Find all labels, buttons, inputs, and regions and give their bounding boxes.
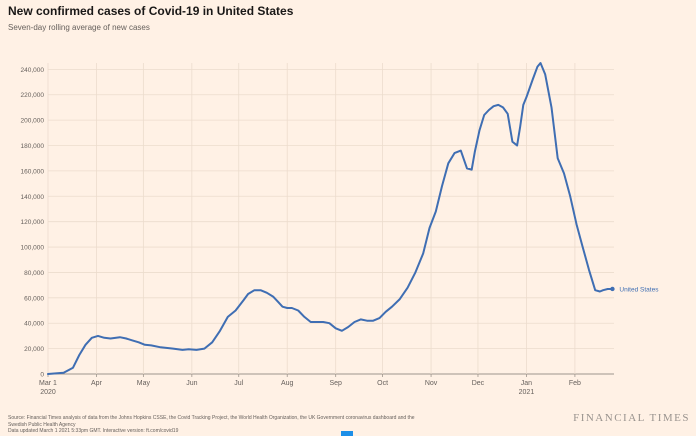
x-tick-label: Jul bbox=[234, 380, 243, 387]
source-line-3: Data updated March 1 2021 5:33pm GMT. In… bbox=[8, 428, 179, 434]
y-tick-label: 0 bbox=[40, 372, 44, 379]
source-line-1: Source: Financial Times analysis of data… bbox=[8, 415, 415, 421]
x-tick-label: May bbox=[137, 380, 151, 387]
x-axis-ticks: Mar 1 2020 Apr May Jun Jul Aug Sep Oct Nov Dec Jan 2… bbox=[39, 374, 581, 396]
y-tick-label: 120,000 bbox=[21, 219, 45, 226]
x-tick-sublabel: 2021 bbox=[519, 389, 535, 396]
y-tick-label: 80,000 bbox=[24, 270, 44, 277]
x-tick-label: Sep bbox=[329, 380, 342, 387]
x-tick-label: Feb bbox=[569, 380, 581, 387]
series-label: United States bbox=[619, 286, 659, 293]
chart-subtitle: Seven-day rolling average of new cases bbox=[8, 23, 150, 32]
source-note: Source: Financial Times analysis of data… bbox=[8, 415, 568, 435]
x-tick-label: Mar 1 bbox=[39, 380, 57, 387]
financial-times-logo: FINANCIAL TIMES bbox=[573, 412, 690, 424]
x-tick-label: Nov bbox=[425, 380, 438, 387]
source-line-2: Swedish Public Health Agency bbox=[8, 421, 76, 428]
y-tick-label: 140,000 bbox=[21, 194, 45, 201]
y-axis-ticks: 0 20,000 40,000 60,000 80,000 100,000 120,000 1… bbox=[21, 67, 45, 379]
x-tick-sublabel: 2020 bbox=[40, 389, 56, 396]
series-layer: United States bbox=[47, 62, 659, 375]
y-tick-label: 160,000 bbox=[21, 168, 45, 175]
y-tick-label: 200,000 bbox=[21, 118, 45, 125]
x-tick-label: Oct bbox=[377, 380, 388, 387]
series-line-united-states bbox=[47, 62, 614, 375]
y-tick-label: 20,000 bbox=[24, 346, 44, 353]
x-tick-label: Aug bbox=[281, 380, 294, 387]
gridlines bbox=[47, 63, 614, 375]
y-tick-label: 240,000 bbox=[21, 67, 45, 74]
x-tick-label: Apr bbox=[91, 380, 103, 387]
y-tick-label: 40,000 bbox=[24, 321, 44, 328]
x-tick-label: Dec bbox=[472, 380, 485, 387]
chart-title: New confirmed cases of Covid-19 in Unite… bbox=[8, 4, 294, 18]
x-tick-label: Jan bbox=[521, 380, 532, 387]
y-tick-label: 220,000 bbox=[21, 92, 45, 99]
y-tick-label: 100,000 bbox=[21, 245, 45, 252]
accent-marker bbox=[341, 431, 353, 436]
y-tick-label: 180,000 bbox=[21, 143, 45, 150]
series-end-point bbox=[610, 286, 615, 292]
y-tick-label: 60,000 bbox=[24, 295, 44, 302]
x-tick-label: Jun bbox=[186, 380, 197, 387]
